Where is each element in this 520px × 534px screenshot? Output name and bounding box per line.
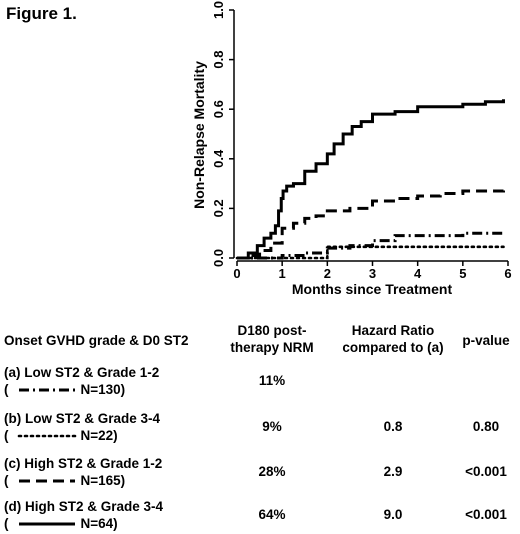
table-row: (a) Low ST2 & Grade 1-2 ( N=130) [4, 364, 159, 398]
header-group: Onset GVHD grade & D0 ST2 [4, 332, 189, 349]
row-group-label: (a) Low ST2 & Grade 1-2 [4, 365, 160, 380]
table-row: (b) Low ST2 & Grade 3-4 ( N=22) [4, 410, 160, 444]
x-tick-label: 6 [504, 266, 511, 281]
row-hazard-ratio: 9.0 [383, 507, 403, 522]
figure-label: Figure 1. [6, 4, 77, 23]
legend-swatch-dashed [18, 479, 75, 482]
row-legend: ( N=130) [4, 381, 159, 398]
series-line-dash-dot [237, 231, 505, 260]
y-tick-label: 0.2 [211, 199, 226, 217]
x-tick-label: 1 [279, 266, 286, 281]
x-tick-label: 0 [233, 266, 240, 281]
chart-axes: 0 1 2 3 4 5 6 0.0 0.2 0.4 0.6 0.8 1.0 [211, 1, 512, 281]
row-nrm: 11% [258, 373, 286, 388]
row-group-label: (d) High ST2 & Grade 3-4 [4, 499, 164, 514]
row-n: N=22) [80, 428, 118, 443]
x-tick-label: 2 [324, 266, 331, 281]
table-row: (c) High ST2 & Grade 1-2 ( N=165) [4, 455, 162, 489]
row-group-label: (b) Low ST2 & Grade 3-4 [4, 411, 161, 426]
y-tick-label: 0.6 [211, 100, 226, 118]
row-legend-paren: ( [4, 382, 9, 397]
header-nrm-line1: D180 post- [237, 323, 307, 338]
header-hr-line1: Hazard Ratio [351, 323, 435, 338]
row-p-value: <0.001 [465, 464, 507, 479]
row-p-value: <0.001 [465, 507, 507, 522]
series-line-dotted [235, 245, 505, 260]
row-legend-paren: ( [4, 428, 9, 443]
row-legend: ( N=165) [4, 472, 162, 489]
x-tick-label: 4 [414, 266, 422, 281]
y-axis-label: Non-Relapse Mortality [191, 61, 207, 209]
y-tick-label: 1.0 [211, 1, 226, 19]
row-group-label: (c) High ST2 & Grade 1-2 [4, 456, 163, 471]
header-nrm: D180 post- therapy NRM [222, 322, 322, 356]
row-legend: ( N=22) [4, 427, 160, 444]
row-legend-paren: ( [4, 473, 9, 488]
legend-swatch-dotted [17, 434, 76, 437]
row-nrm: 28% [258, 464, 286, 479]
legend-swatch-solid [18, 522, 75, 525]
row-n: N=165) [80, 473, 126, 488]
header-hr: Hazard Ratio compared to (a) [334, 322, 452, 356]
row-hazard-ratio: 2.9 [383, 464, 403, 479]
x-axis-label: Months since Treatment [292, 281, 453, 297]
header-p: p-value [454, 332, 518, 349]
header-hr-line2: compared to (a) [342, 340, 444, 355]
row-nrm: 64% [258, 507, 286, 522]
row-nrm: 9% [262, 419, 282, 434]
table-row: (d) High ST2 & Grade 3-4 ( N=64) [4, 498, 163, 532]
series-line-dashed [237, 188, 505, 260]
row-n: N=64) [80, 516, 118, 531]
y-tick-label: 0.8 [211, 51, 226, 69]
row-n: N=130) [80, 382, 126, 397]
series-line-solid [237, 99, 505, 260]
y-tick-label: 0.0 [211, 249, 226, 267]
x-tick-label: 3 [369, 266, 376, 281]
row-legend-paren: ( [4, 516, 9, 531]
chart-series [235, 99, 505, 260]
y-tick-label: 0.4 [211, 149, 226, 168]
row-legend: ( N=64) [4, 515, 163, 532]
row-p-value: 0.80 [472, 419, 500, 434]
legend-swatch-dash-dot [18, 388, 75, 391]
row-hazard-ratio: 0.8 [383, 419, 403, 434]
header-group-text: Onset GVHD grade & D0 ST2 [4, 333, 189, 348]
x-tick-label: 5 [459, 266, 466, 281]
nrm-chart: 0 1 2 3 4 5 6 0.0 0.2 0.4 0.6 0.8 1.0 Non-Relapse Mo… [191, 1, 512, 297]
header-nrm-line2: therapy NRM [230, 340, 314, 355]
header-p-text: p-value [462, 333, 510, 348]
